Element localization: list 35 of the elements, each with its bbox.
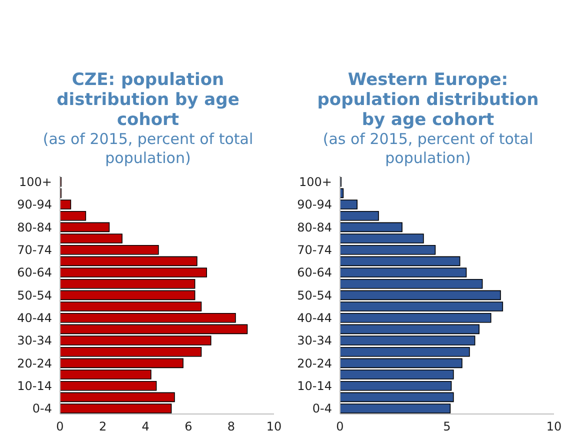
- y-tick-label: 40-44: [297, 310, 332, 325]
- chart-title: CZE: population distribution by age cohort: [56, 70, 240, 130]
- y-tick-label: 30-34: [297, 334, 332, 348]
- y-tick-label: 0-4: [312, 402, 332, 416]
- x-tick-label: 4: [142, 420, 150, 434]
- y-tick-label: 70-74: [297, 242, 332, 257]
- chart-subtitle: (as of 2015, percent of total population): [322, 130, 534, 168]
- chart-subtitle: (as of 2015, percent of total population): [42, 130, 254, 168]
- y-tick-label: 0-4: [32, 402, 52, 416]
- y-tick-label: 50-54: [17, 288, 52, 302]
- x-tick-label: 5: [443, 420, 451, 434]
- x-tick-label: 2: [98, 420, 107, 434]
- y-tick-label: 80-84: [17, 220, 52, 234]
- y-tick-label: 30-34: [17, 334, 52, 348]
- y-tick-label: 40-44: [17, 310, 52, 325]
- y-tick-label: 20-24: [17, 356, 52, 370]
- y-tick-label: 80-84: [297, 220, 332, 234]
- y-tick-label: 100+: [299, 174, 332, 189]
- y-tick-label: 20-24: [297, 356, 332, 370]
- y-tick-label: 90-94: [297, 198, 332, 212]
- x-tick-label: 8: [227, 420, 236, 434]
- y-tick-label: 60-64: [17, 266, 52, 280]
- y-tick-label: 10-14: [17, 378, 52, 393]
- y-tick-label: 60-64: [297, 266, 332, 280]
- y-tick-label: 70-74: [17, 242, 52, 257]
- x-tick-label: 6: [184, 420, 192, 434]
- x-tick-label: 0: [336, 420, 344, 434]
- x-tick-label: 0: [56, 420, 64, 434]
- x-tick-label: 10: [546, 420, 562, 434]
- y-tick-label: 50-54: [297, 288, 332, 302]
- y-tick-label: 90-94: [17, 198, 52, 212]
- y-tick-label: 100+: [19, 174, 52, 189]
- chart-title: Western Europe: population distribution by age cohort: [316, 70, 540, 130]
- x-tick-label: 10: [266, 420, 282, 434]
- y-tick-label: 10-14: [297, 378, 332, 393]
